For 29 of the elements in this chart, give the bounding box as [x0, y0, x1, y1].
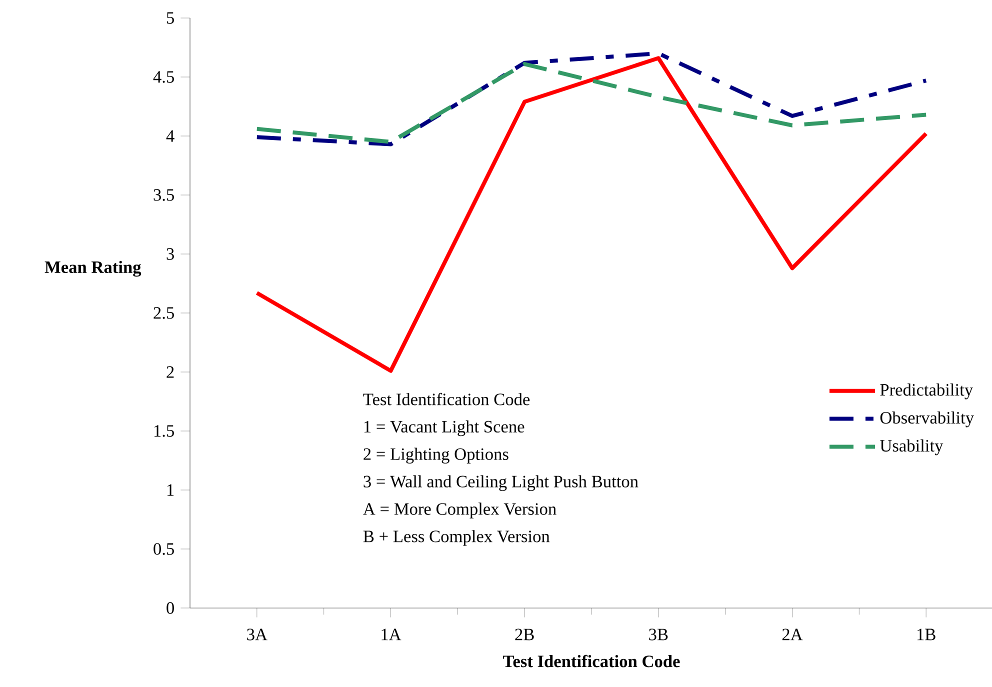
annotation: B + Less Complex Version — [363, 530, 550, 546]
y-tick-label: 2.5 — [154, 307, 174, 319]
x-axis-title: Test Identification Code — [503, 654, 680, 668]
y-tick-label: 5 — [166, 12, 174, 24]
x-tick-label: 2B — [515, 628, 534, 640]
y-tick-label: 0 — [166, 602, 174, 614]
x-tick-label: 3A — [247, 628, 268, 640]
y-tick-label: 1 — [167, 484, 174, 496]
legend-label: Observability — [880, 411, 974, 428]
annotation: Test Identification Code — [363, 392, 530, 406]
y-tick-label: 4 — [166, 130, 174, 142]
y-axis-title: Mean Rating — [44, 260, 142, 277]
annotation: 1 = Vacant Light Scene — [364, 420, 524, 436]
legend-label: Usability — [880, 439, 944, 456]
x-tick-label: 3B — [649, 628, 668, 640]
y-tick-label: 1.5 — [154, 425, 174, 437]
annotation: 3 = Wall and Ceiling Light Push Button — [364, 475, 638, 491]
y-tick-label: 4.5 — [153, 71, 174, 83]
y-tick-label: 2 — [166, 366, 174, 378]
annotation: A = More Complex Version — [363, 502, 556, 518]
y-tick-label: 3 — [166, 248, 174, 260]
line-series — [254, 56, 928, 373]
y-tick-label: 0.5 — [154, 543, 174, 555]
x-tick-label: 1B — [917, 628, 936, 640]
y-tick-label: 3.5 — [154, 189, 174, 201]
x-tick-label: 2A — [782, 628, 803, 640]
legend-label: Predictability — [880, 384, 974, 400]
x-tick-label: 1A — [382, 628, 402, 640]
annotation: 2 = Lighting Options — [364, 448, 508, 464]
